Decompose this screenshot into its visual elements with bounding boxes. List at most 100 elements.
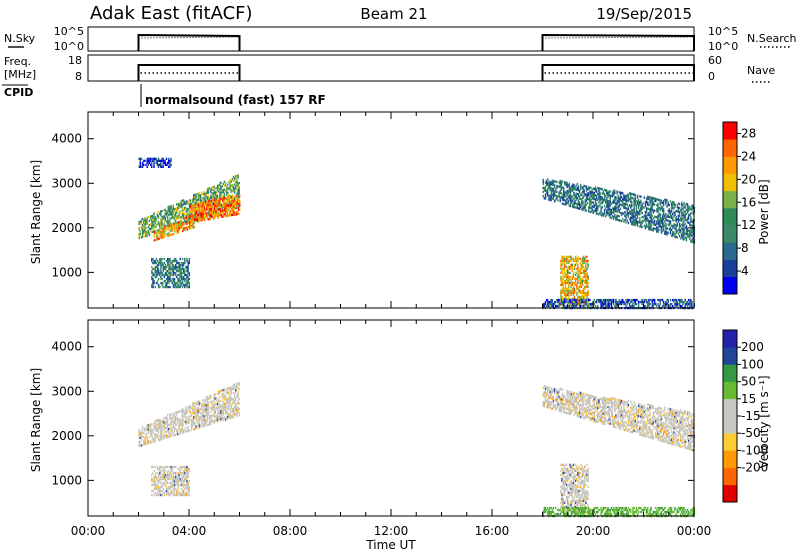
velocity-cell bbox=[563, 406, 565, 410]
velocity-cell bbox=[147, 426, 150, 429]
power-cell bbox=[591, 191, 593, 194]
power-cell bbox=[576, 302, 579, 306]
power-cell bbox=[188, 217, 190, 220]
power-cell bbox=[207, 211, 210, 214]
power-cell bbox=[231, 178, 234, 181]
power-cell bbox=[223, 188, 226, 191]
velocity-cell bbox=[167, 475, 169, 479]
power-cell bbox=[219, 194, 221, 197]
power-cell bbox=[180, 267, 183, 271]
power-cell bbox=[684, 212, 686, 215]
velocity-cell bbox=[160, 485, 162, 489]
velocity-cell bbox=[207, 401, 210, 404]
power-cell bbox=[590, 206, 592, 210]
velocity-cell bbox=[154, 475, 156, 479]
power-cell bbox=[599, 193, 601, 196]
power-cell bbox=[648, 304, 650, 308]
power-cell bbox=[174, 215, 177, 218]
power-cell bbox=[170, 207, 172, 210]
velocity-cell bbox=[570, 391, 573, 394]
power-cell bbox=[601, 196, 604, 199]
velocity-cell bbox=[179, 432, 181, 435]
power-cell bbox=[571, 263, 573, 266]
power-cell bbox=[630, 204, 632, 207]
velocity-cell bbox=[197, 424, 200, 427]
velocity-cell bbox=[204, 406, 206, 409]
power-cell bbox=[681, 207, 683, 210]
power-cell bbox=[683, 220, 685, 223]
power-cell bbox=[586, 195, 589, 199]
power-cell bbox=[649, 302, 651, 306]
power-cell bbox=[680, 217, 682, 220]
velocity-cell bbox=[226, 389, 228, 393]
power-cell bbox=[661, 213, 664, 217]
power-cell bbox=[222, 209, 224, 212]
velocity-cell bbox=[164, 477, 167, 481]
power-cell bbox=[155, 257, 158, 261]
power-cell bbox=[567, 184, 569, 187]
power-cell bbox=[148, 233, 151, 237]
power-cell bbox=[664, 220, 666, 223]
velocity-cell bbox=[172, 412, 175, 415]
power-cell bbox=[225, 206, 227, 210]
power-cell bbox=[576, 204, 579, 208]
power-cell bbox=[585, 300, 588, 304]
velocity-cell bbox=[178, 418, 180, 421]
power-cell bbox=[210, 211, 213, 214]
velocity-cell bbox=[188, 489, 191, 493]
velocity-cell bbox=[203, 420, 205, 424]
power-cell bbox=[611, 201, 614, 204]
velocity-cell bbox=[180, 428, 182, 431]
power-cell bbox=[650, 228, 652, 231]
power-cell bbox=[673, 225, 675, 228]
power-cell bbox=[543, 302, 546, 306]
power-cell bbox=[234, 203, 236, 206]
velocity-cell bbox=[156, 427, 159, 430]
power-cell bbox=[576, 271, 578, 274]
power-cell bbox=[585, 298, 588, 302]
power-cell bbox=[190, 207, 192, 210]
power-cell bbox=[627, 193, 630, 197]
power-cell bbox=[233, 207, 236, 210]
power-cell bbox=[641, 211, 643, 215]
velocity-cell bbox=[212, 408, 214, 411]
velocity-cell bbox=[176, 491, 178, 495]
velocity-cell bbox=[205, 396, 207, 399]
velocity-cell bbox=[558, 389, 560, 392]
velocity-cell bbox=[138, 442, 140, 446]
power-cell bbox=[550, 197, 552, 200]
power-cell bbox=[197, 220, 199, 223]
power-cell bbox=[179, 279, 181, 283]
power-cell bbox=[587, 277, 589, 280]
power-cell bbox=[653, 223, 656, 226]
power-cell bbox=[204, 192, 206, 195]
power-cell bbox=[650, 218, 652, 221]
power-cell bbox=[602, 212, 605, 215]
power-cell bbox=[163, 279, 166, 283]
velocity-cell bbox=[556, 390, 558, 394]
power-cell bbox=[542, 178, 544, 182]
velocity-cell bbox=[185, 426, 187, 429]
velocity-cell bbox=[145, 434, 147, 438]
power-cell bbox=[583, 206, 585, 210]
velocity-cell bbox=[196, 413, 198, 416]
velocity-cell bbox=[161, 489, 163, 493]
velocity-cell bbox=[183, 420, 186, 424]
power-cell bbox=[550, 189, 552, 192]
power-cell bbox=[152, 267, 154, 271]
power-cell bbox=[580, 205, 582, 209]
velocity-cell bbox=[144, 443, 146, 446]
power-cell bbox=[168, 232, 170, 235]
power-cell bbox=[144, 221, 146, 224]
colorbar-swatch bbox=[723, 276, 737, 295]
power-cell bbox=[685, 232, 688, 236]
velocity-cell bbox=[202, 407, 204, 410]
power-cell bbox=[157, 215, 160, 218]
power-cell bbox=[145, 163, 147, 166]
velocity-cell bbox=[569, 410, 572, 414]
power-cell bbox=[225, 204, 227, 208]
power-cell bbox=[156, 281, 159, 285]
power-cell bbox=[652, 229, 655, 232]
power-cell bbox=[161, 223, 163, 227]
power-cell bbox=[227, 193, 229, 196]
